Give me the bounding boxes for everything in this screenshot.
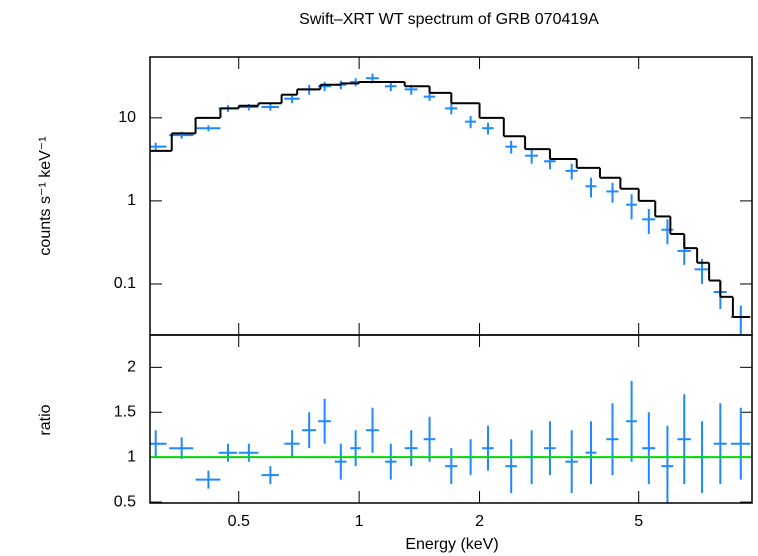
y-axis-label: counts s⁻¹ keV⁻¹: [37, 136, 54, 255]
x-axis-label: Energy (keV): [405, 536, 498, 553]
x-tick-label: 1: [355, 513, 364, 530]
x-tick-label: 2: [475, 513, 484, 530]
chart-title: Swift–XRT WT spectrum of GRB 070419A: [299, 11, 599, 28]
y-axis-label: ratio: [37, 404, 54, 435]
y-tick-label: 1: [127, 192, 136, 209]
y-tick-label: 1.5: [114, 403, 136, 420]
y-tick-label: 0.5: [114, 493, 136, 510]
x-tick-label: 5: [634, 513, 643, 530]
y-tick-label: 1: [127, 448, 136, 465]
y-tick-label: 0.1: [114, 275, 136, 292]
x-tick-label: 0.5: [228, 513, 250, 530]
plot-frame: [149, 334, 753, 504]
y-tick-label: 2: [127, 359, 136, 376]
y-tick-label: 10: [118, 109, 136, 126]
